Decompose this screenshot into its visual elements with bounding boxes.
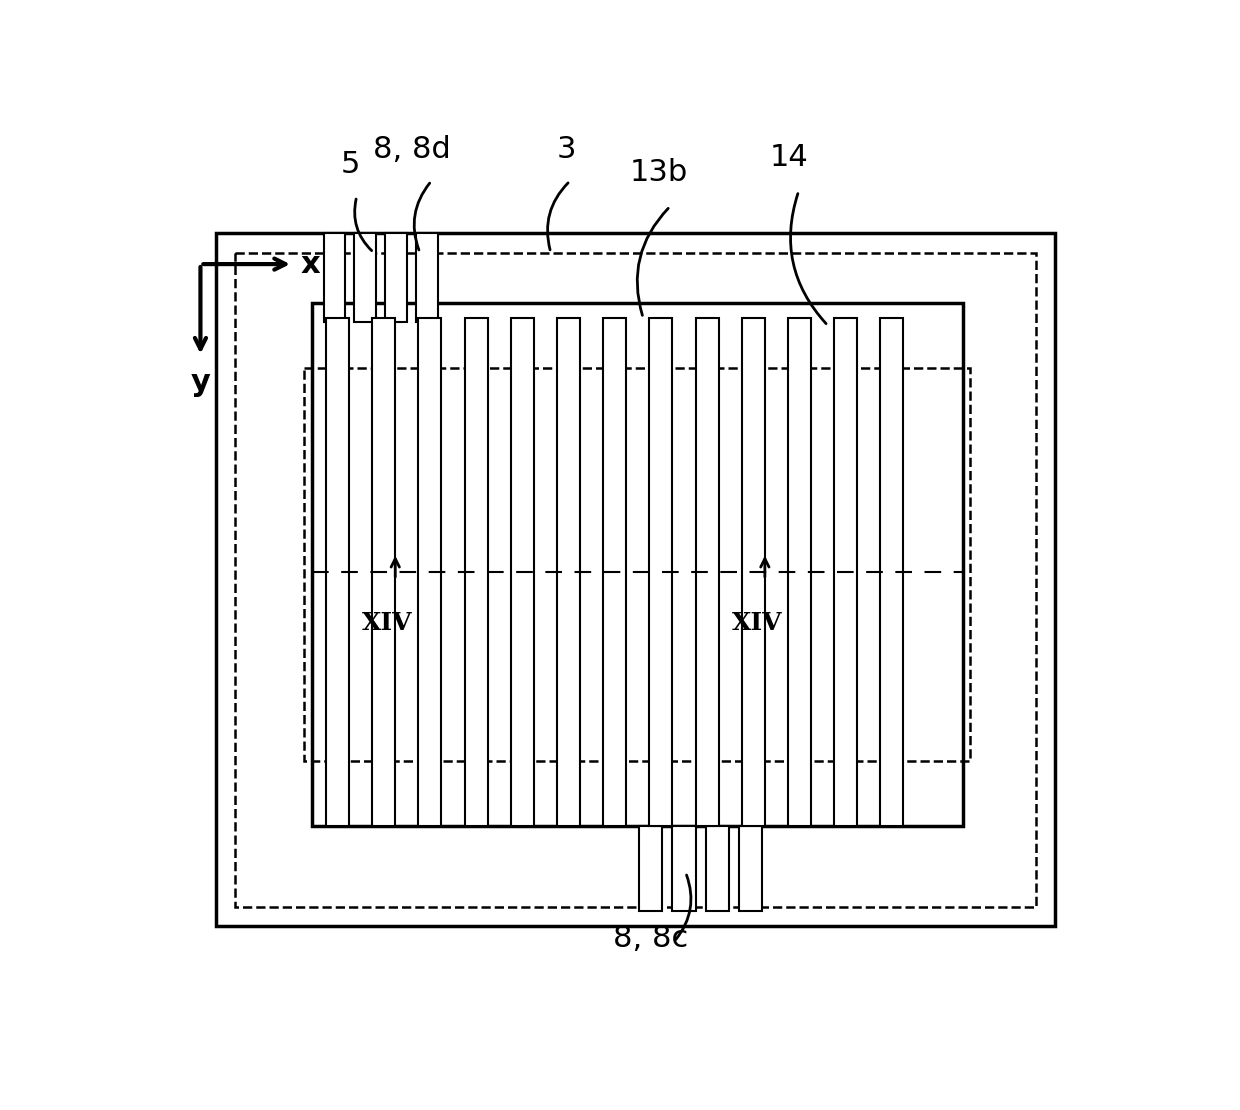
Bar (603, 317, 626, 826)
Bar (304, 369, 971, 760)
Bar (465, 317, 487, 826)
Bar (417, 233, 438, 322)
Bar (787, 317, 811, 826)
Text: y: y (191, 369, 211, 397)
Bar (835, 317, 857, 826)
Bar (511, 317, 534, 826)
Bar (216, 233, 1055, 927)
Text: x: x (300, 250, 320, 279)
Text: 5: 5 (341, 150, 361, 180)
Bar (640, 826, 662, 911)
Text: 13b: 13b (630, 158, 688, 188)
Text: 8, 8d: 8, 8d (373, 135, 451, 164)
Bar (386, 233, 407, 322)
Bar (696, 317, 719, 826)
Text: 3: 3 (557, 135, 575, 164)
Text: 8, 8c: 8, 8c (614, 925, 688, 953)
Bar (557, 317, 580, 826)
Bar (324, 233, 345, 322)
Text: 14: 14 (770, 143, 808, 172)
Bar (739, 826, 761, 911)
Bar (672, 826, 696, 911)
Bar (742, 317, 765, 826)
Bar (236, 253, 1035, 907)
Bar (372, 317, 396, 826)
Bar (312, 303, 962, 826)
Bar (355, 233, 376, 322)
Bar (880, 317, 904, 826)
Bar (326, 317, 350, 826)
Text: XIV: XIV (732, 610, 782, 635)
Bar (418, 317, 441, 826)
Bar (650, 317, 672, 826)
Text: XIV: XIV (362, 610, 413, 635)
Bar (706, 826, 729, 911)
